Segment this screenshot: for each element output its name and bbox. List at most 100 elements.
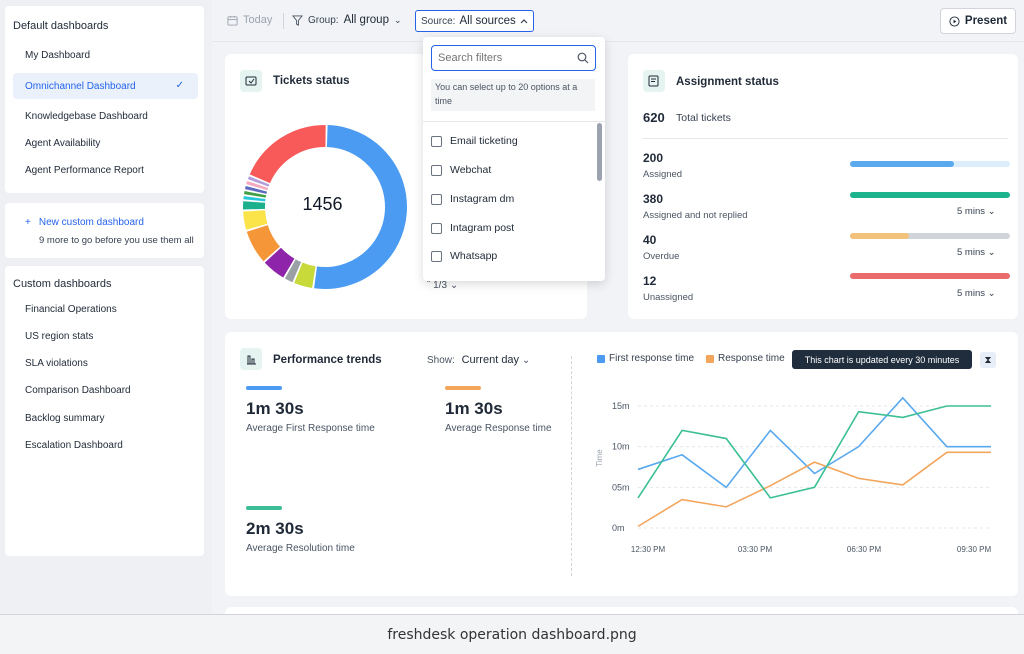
donut-legend-pager[interactable]: ˆ 1/3 ⌄ bbox=[427, 280, 458, 291]
interval-label: 5 mins bbox=[957, 206, 985, 217]
sidebar-item-backlog-summary[interactable]: Backlog summary bbox=[25, 413, 105, 424]
image-caption: freshdesk operation dashboard.png bbox=[0, 614, 1024, 654]
donut-slice-2[interactable] bbox=[284, 259, 302, 283]
checkmark-icon: ✓ bbox=[175, 80, 184, 91]
donut-slice-10[interactable] bbox=[246, 181, 269, 191]
performance-trends-card: Performance trends Show: Current day ⌄ bbox=[225, 332, 1018, 596]
next-card bbox=[225, 607, 1018, 617]
y-axis-label: Time bbox=[595, 449, 604, 467]
calendar-icon bbox=[227, 15, 238, 26]
default-dashboards-panel: Default dashboards My Dashboard Omnichan… bbox=[5, 6, 204, 193]
sidebar-item-financial-operations[interactable]: Financial Operations bbox=[25, 304, 117, 315]
interval-label: 5 mins bbox=[957, 288, 985, 299]
total-tickets-count: 620 bbox=[643, 110, 665, 125]
option-label: Intagram post bbox=[450, 222, 515, 234]
sidebar-item-knowledgebase-dashboard[interactable]: Knowledgebase Dashboard bbox=[25, 111, 148, 122]
checkbox[interactable] bbox=[431, 250, 442, 262]
chevron-up-icon[interactable]: ˆ bbox=[427, 280, 431, 291]
search-input[interactable] bbox=[438, 52, 573, 64]
series-line-0[interactable] bbox=[637, 396, 991, 489]
unassigned-progress-fill bbox=[850, 273, 1010, 279]
legend-label: First response time bbox=[609, 353, 695, 364]
hourglass-icon[interactable]: ⧗ bbox=[980, 352, 996, 368]
sidebar-item-us-region-stats[interactable]: US region stats bbox=[25, 331, 94, 342]
sidebar-item-my-dashboard[interactable]: My Dashboard bbox=[25, 50, 91, 61]
legend-first-response[interactable]: First response time bbox=[597, 353, 694, 364]
unassigned-interval[interactable]: 5 mins ⌄ bbox=[957, 288, 996, 299]
option-instagram-dm[interactable]: Instagram dm bbox=[431, 193, 514, 205]
option-label: Whatsapp bbox=[450, 250, 498, 262]
assigned-label: Assigned bbox=[643, 169, 683, 180]
checkbox[interactable] bbox=[431, 135, 442, 147]
y-tick-label: 15m bbox=[612, 401, 630, 411]
checkbox[interactable] bbox=[431, 193, 442, 205]
x-tick-label: 12:30 PM bbox=[631, 545, 666, 554]
y-tick-label: 0m bbox=[612, 523, 625, 533]
sidebar-item-agent-availability[interactable]: Agent Availability bbox=[25, 138, 101, 149]
donut-slice-4[interactable] bbox=[246, 224, 281, 262]
donut-slice-11[interactable] bbox=[247, 176, 270, 187]
checkbox[interactable] bbox=[431, 222, 442, 234]
group-filter-label: Group: bbox=[308, 14, 339, 26]
sidebar-item-escalation-dashboard[interactable]: Escalation Dashboard bbox=[25, 440, 123, 451]
option-email-ticketing[interactable]: Email ticketing bbox=[431, 135, 518, 147]
chevron-down-icon[interactable]: ⌄ bbox=[449, 280, 459, 291]
series-line-1[interactable] bbox=[637, 451, 991, 528]
checkbox[interactable] bbox=[431, 164, 442, 176]
series-line-2[interactable] bbox=[637, 405, 991, 499]
metric-color-bar bbox=[246, 386, 282, 390]
legend-label: Response time bbox=[718, 353, 785, 364]
show-filter[interactable]: Show: Current day ⌄ bbox=[427, 354, 530, 366]
avg-first-response-metric: 1m 30s Average First Response time bbox=[246, 386, 376, 436]
new-custom-panel: + New custom dashboard 9 more to go befor… bbox=[5, 203, 204, 258]
unassigned-label: Unassigned bbox=[643, 292, 694, 303]
source-filter[interactable]: Source: All sources bbox=[415, 10, 534, 32]
source-filter-label: Source: bbox=[421, 15, 456, 27]
x-tick-label: 06:30 PM bbox=[847, 545, 882, 554]
option-instagram-post[interactable]: Intagram post bbox=[431, 222, 514, 234]
overdue-progress-fill bbox=[850, 233, 910, 239]
sidebar-item-agent-performance-report[interactable]: Agent Performance Report bbox=[25, 165, 144, 176]
overdue-interval[interactable]: 5 mins ⌄ bbox=[957, 247, 996, 258]
present-button[interactable]: Present bbox=[940, 8, 1016, 34]
x-tick-label: 09:30 PM bbox=[957, 545, 992, 554]
source-filter-dropdown: You can select up to 20 options at a tim… bbox=[423, 37, 605, 281]
plus-icon: + bbox=[25, 217, 31, 228]
unassigned-progress-bar bbox=[850, 273, 1010, 279]
option-webchat[interactable]: Webchat bbox=[431, 164, 491, 176]
assigned-not-replied-interval[interactable]: 5 mins ⌄ bbox=[957, 206, 996, 217]
option-label: Email ticketing bbox=[450, 135, 518, 147]
funnel-icon bbox=[292, 14, 303, 26]
performance-line-chart: 15m 10m 05m 0m 12:30 PM 03:30 PM 06:30 PM 09:30… bbox=[595, 396, 992, 554]
donut-slice-5[interactable] bbox=[243, 209, 268, 230]
sidebar-item-comparison-dashboard[interactable]: Comparison Dashboard bbox=[25, 385, 131, 396]
chevron-down-icon: ⌄ bbox=[987, 247, 996, 258]
sidebar-item-sla-violations[interactable]: SLA violations bbox=[25, 358, 88, 369]
tickets-donut-chart bbox=[243, 125, 407, 289]
donut-slice-3[interactable] bbox=[264, 247, 295, 278]
dropdown-scrollbar[interactable] bbox=[597, 123, 602, 181]
date-filter[interactable]: Today bbox=[227, 14, 272, 26]
performance-trends-title: Performance trends bbox=[273, 354, 382, 366]
unassigned-count: 12 bbox=[643, 274, 657, 288]
new-custom-dashboard-label: New custom dashboard bbox=[38, 217, 144, 228]
pager-label: 1/3 bbox=[433, 280, 448, 291]
legend-response[interactable]: Response time bbox=[706, 353, 785, 364]
filter-search-box[interactable] bbox=[431, 45, 596, 71]
donut-slice-12[interactable] bbox=[249, 125, 326, 184]
new-custom-dashboard-button[interactable]: + New custom dashboard bbox=[25, 217, 144, 228]
option-whatsapp[interactable]: Whatsapp bbox=[431, 250, 497, 262]
donut-slice-0[interactable] bbox=[314, 125, 407, 289]
assignment-status-title: Assignment status bbox=[676, 76, 779, 88]
chevron-down-icon: ⌄ bbox=[987, 288, 996, 299]
group-filter[interactable]: Group: All group ⌄ bbox=[292, 14, 402, 26]
donut-slice-1[interactable] bbox=[294, 262, 316, 288]
assigned-progress-fill bbox=[850, 161, 954, 167]
assignment-icon bbox=[643, 70, 665, 92]
option-label: Webchat bbox=[450, 164, 492, 176]
option-label: Instagram dm bbox=[450, 193, 515, 205]
custom-dashboards-heading: Custom dashboards bbox=[13, 278, 112, 290]
source-filter-value: All sources bbox=[459, 15, 516, 27]
donut-slice-9[interactable] bbox=[244, 185, 268, 194]
sidebar-item-omnichannel-dashboard[interactable]: Omnichannel Dashboard ✓ bbox=[13, 73, 198, 99]
